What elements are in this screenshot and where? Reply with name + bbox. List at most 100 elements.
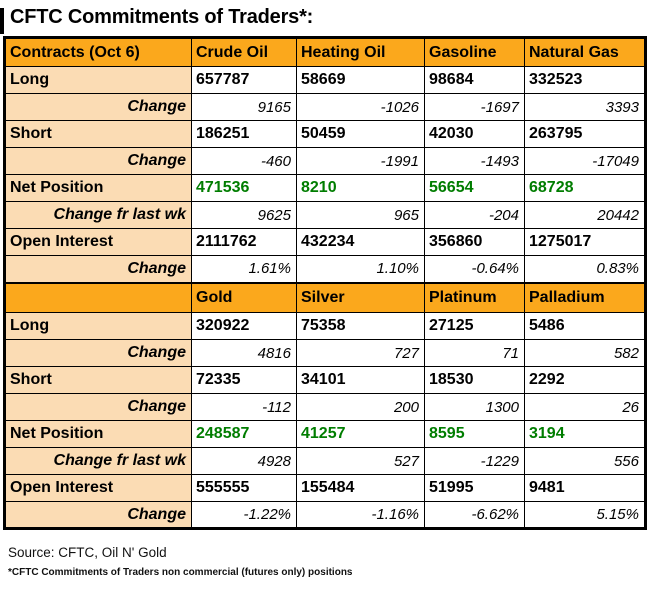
value-cell: 263795: [524, 120, 646, 148]
net-position-cell: 41257: [296, 420, 425, 448]
change-cell: 727: [296, 339, 425, 367]
column-header-gasoline: Gasoline: [424, 37, 525, 67]
energy-header-row: Contracts (Oct 6) Crude Oil Heating Oil …: [4, 37, 646, 67]
row-energy-change-fr-last-wk: Change fr last wk 9625 965 -204 20442: [4, 201, 646, 229]
value-cell: 9481: [524, 474, 646, 502]
footnote-line: *CFTC Commitments of Traders non commerc…: [8, 567, 353, 578]
change-cell: 9165: [191, 93, 297, 121]
cot-table: Contracts (Oct 6) Crude Oil Heating Oil …: [3, 36, 647, 530]
change-cell: -1493: [424, 147, 525, 175]
row-label-cell: Change: [4, 339, 192, 367]
change-cell: 9625: [191, 201, 297, 229]
change-cell: 71: [424, 339, 525, 367]
change-cell: -112: [191, 393, 297, 421]
value-cell: 555555: [191, 474, 297, 502]
change-cell: -0.64%: [424, 255, 525, 283]
change-cell: 26: [524, 393, 646, 421]
value-cell: 72335: [191, 366, 297, 394]
column-header-heating-oil: Heating Oil: [296, 37, 425, 67]
change-cell: -1.22%: [191, 501, 297, 529]
row-label-cell: Change fr last wk: [4, 201, 192, 229]
change-cell: -1229: [424, 447, 525, 475]
value-cell: 27125: [424, 312, 525, 340]
row-metals-long-change: Change 4816 727 71 582: [4, 339, 646, 367]
net-position-cell: 8210: [296, 174, 425, 202]
row-metals-net-position: Net Position 248587 41257 8595 3194: [4, 420, 646, 448]
net-position-cell: 248587: [191, 420, 297, 448]
column-header-natural-gas: Natural Gas: [524, 37, 646, 67]
row-metals-short-change: Change -112 200 1300 26: [4, 393, 646, 421]
change-cell: 556: [524, 447, 646, 475]
value-cell: 34101: [296, 366, 425, 394]
row-label-cell: Net Position: [4, 174, 192, 202]
net-position-cell: 68728: [524, 174, 646, 202]
screenshot-edge-artifact: [0, 8, 4, 34]
change-cell: 4928: [191, 447, 297, 475]
value-cell: 50459: [296, 120, 425, 148]
change-cell: -1026: [296, 93, 425, 121]
net-position-cell: 56654: [424, 174, 525, 202]
row-energy-open-interest: Open Interest 2111762 432234 356860 1275…: [4, 228, 646, 256]
row-label-cell: Long: [4, 66, 192, 94]
column-header-palladium: Palladium: [524, 281, 646, 313]
value-cell: 2292: [524, 366, 646, 394]
row-label-cell: Open Interest: [4, 474, 192, 502]
net-position-cell: 3194: [524, 420, 646, 448]
net-position-cell: 471536: [191, 174, 297, 202]
value-cell: 356860: [424, 228, 525, 256]
row-energy-net-position: Net Position 471536 8210 56654 68728: [4, 174, 646, 202]
source-line: Source: CFTC, Oil N' Gold: [8, 545, 167, 560]
column-header-gold: Gold: [191, 281, 297, 313]
value-cell: 18530: [424, 366, 525, 394]
column-header-platinum: Platinum: [424, 281, 525, 313]
value-cell: 432234: [296, 228, 425, 256]
page-title: CFTC Commitments of Traders*:: [10, 6, 314, 28]
change-cell: 0.83%: [524, 255, 646, 283]
change-cell: 200: [296, 393, 425, 421]
row-metals-long: Long 320922 75358 27125 5486: [4, 312, 646, 340]
value-cell: 98684: [424, 66, 525, 94]
change-cell: 527: [296, 447, 425, 475]
change-cell: -204: [424, 201, 525, 229]
change-cell: 4816: [191, 339, 297, 367]
row-label-cell: Change: [4, 147, 192, 175]
change-cell: -6.62%: [424, 501, 525, 529]
change-cell: 1300: [424, 393, 525, 421]
change-cell: 582: [524, 339, 646, 367]
row-energy-long-change: Change 9165 -1026 -1697 3393: [4, 93, 646, 121]
change-cell: 965: [296, 201, 425, 229]
change-cell: 20442: [524, 201, 646, 229]
row-label-cell: Net Position: [4, 420, 192, 448]
value-cell: 75358: [296, 312, 425, 340]
value-cell: 332523: [524, 66, 646, 94]
row-label-cell: Open Interest: [4, 228, 192, 256]
metals-header-row: Gold Silver Platinum Palladium: [4, 281, 646, 313]
change-cell: -1697: [424, 93, 525, 121]
value-cell: 51995: [424, 474, 525, 502]
value-cell: 5486: [524, 312, 646, 340]
row-label-cell: Change fr last wk: [4, 447, 192, 475]
column-header-silver: Silver: [296, 281, 425, 313]
change-cell: 5.15%: [524, 501, 646, 529]
corner-header-cell-empty: [4, 281, 192, 313]
change-cell: 1.10%: [296, 255, 425, 283]
value-cell: 320922: [191, 312, 297, 340]
value-cell: 1275017: [524, 228, 646, 256]
net-position-cell: 8595: [424, 420, 525, 448]
row-energy-oi-change: Change 1.61% 1.10% -0.64% 0.83%: [4, 255, 646, 283]
row-metals-short: Short 72335 34101 18530 2292: [4, 366, 646, 394]
change-cell: -17049: [524, 147, 646, 175]
row-metals-oi-change: Change -1.22% -1.16% -6.62% 5.15%: [4, 501, 646, 529]
row-label-cell: Change: [4, 255, 192, 283]
value-cell: 186251: [191, 120, 297, 148]
row-label-cell: Short: [4, 366, 192, 394]
value-cell: 42030: [424, 120, 525, 148]
change-cell: 1.61%: [191, 255, 297, 283]
change-cell: -1991: [296, 147, 425, 175]
value-cell: 2111762: [191, 228, 297, 256]
row-label-cell: Short: [4, 120, 192, 148]
change-cell: 3393: [524, 93, 646, 121]
row-label-cell: Change: [4, 93, 192, 121]
row-metals-change-fr-last-wk: Change fr last wk 4928 527 -1229 556: [4, 447, 646, 475]
row-energy-long: Long 657787 58669 98684 332523: [4, 66, 646, 94]
